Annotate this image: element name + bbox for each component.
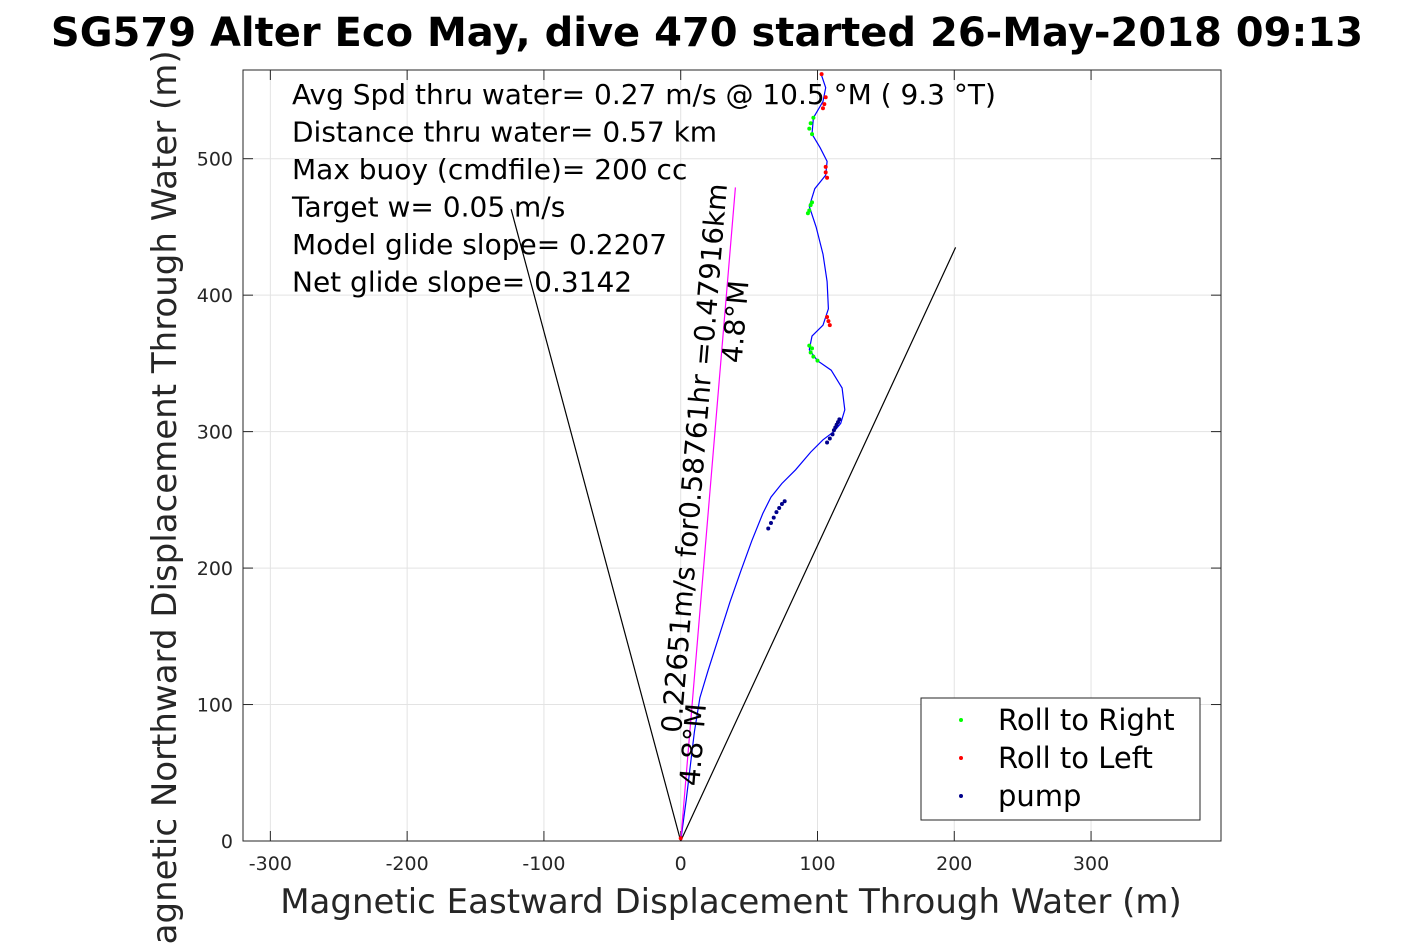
x-tick-label: 300 — [1073, 853, 1109, 875]
data-point — [820, 106, 825, 111]
data-point — [823, 95, 828, 100]
x-tick-label: 200 — [936, 853, 972, 875]
x-tick-label: -100 — [522, 853, 565, 875]
y-axis-ticks: 0 100 200 300 400 500 — [197, 149, 1221, 853]
data-point — [768, 521, 773, 526]
x-tick-label: -300 — [249, 853, 292, 875]
series-line — [510, 209, 682, 842]
annotation-text: Distance thru water= 0.57 km — [292, 116, 717, 149]
data-point — [815, 358, 820, 363]
annotation-text: Max buoy (cmdfile)= 200 cc — [292, 153, 687, 186]
x-axis-ticks: -300 -200 -100 0 100 200 300 — [249, 70, 1109, 875]
axes-box — [242, 69, 1222, 842]
legend: Roll to Right Roll to Left pump — [920, 697, 1201, 821]
data-point — [823, 164, 828, 169]
y-tick-label: 500 — [197, 149, 233, 171]
data-point — [822, 102, 827, 107]
y-tick-label: 300 — [197, 422, 233, 444]
data-point — [782, 499, 787, 504]
data-point — [827, 436, 832, 441]
series-line — [680, 187, 736, 842]
y-tick-label: 0 — [221, 831, 233, 853]
data-point — [808, 121, 813, 126]
data-point — [807, 126, 812, 131]
annotation-text: Model glide slope= 0.2207 — [292, 228, 667, 261]
x-tick-label: 0 — [675, 853, 687, 875]
data-point — [810, 200, 815, 205]
series-line — [680, 247, 957, 842]
data-point — [825, 314, 830, 319]
x-tick-label: 100 — [799, 853, 835, 875]
annotation-text: Avg Spd thru water= 0.27 m/s @ 10.5 °M (… — [292, 78, 996, 111]
y-axis-label: Magnetic Northward Displacement Through … — [145, 50, 185, 945]
legend-label: Roll to Right — [998, 703, 1175, 737]
data-point — [807, 343, 812, 348]
data-point — [819, 72, 824, 77]
data-point — [774, 510, 779, 515]
legend-marker — [959, 756, 963, 760]
data-point — [766, 526, 771, 531]
data-point — [825, 440, 830, 445]
legend-marker — [959, 794, 963, 798]
data-point — [810, 346, 815, 351]
data-point — [678, 836, 683, 841]
data-point — [808, 350, 813, 355]
data-point — [779, 501, 784, 506]
legend-box — [920, 697, 1201, 821]
data-point — [823, 170, 828, 175]
data-point — [771, 515, 776, 520]
chart-title: SG579 Alter Eco May, dive 470 started 26… — [51, 10, 1363, 56]
annotation-text: Net glide slope= 0.3142 — [292, 266, 632, 299]
y-tick-label: 400 — [197, 285, 233, 307]
data-point — [825, 175, 830, 180]
legend-marker — [959, 718, 963, 722]
data-point — [826, 319, 831, 324]
x-axis-label: Magnetic Eastward Displacement Through W… — [280, 882, 1182, 922]
heading-label: 4.8°M — [673, 702, 713, 787]
axes — [242, 69, 1222, 842]
data-point — [827, 323, 832, 328]
y-tick-label: 200 — [197, 558, 233, 580]
data-point — [837, 417, 842, 422]
heading-label: 4.8°M — [716, 279, 756, 364]
series-layer — [510, 72, 957, 842]
legend-label: pump — [998, 779, 1081, 813]
data-point — [805, 211, 810, 216]
data-point — [830, 432, 835, 437]
data-point — [777, 506, 782, 511]
y-tick-label: 100 — [197, 695, 233, 717]
data-point — [811, 354, 816, 359]
data-point — [811, 115, 816, 120]
data-point — [810, 132, 815, 137]
annotations: Avg Spd thru water= 0.27 m/s @ 10.5 °M (… — [291, 78, 996, 299]
annotation-text: Target w= 0.05 m/s — [291, 191, 565, 224]
x-tick-label: -200 — [386, 853, 429, 875]
legend-label: Roll to Left — [998, 741, 1153, 775]
